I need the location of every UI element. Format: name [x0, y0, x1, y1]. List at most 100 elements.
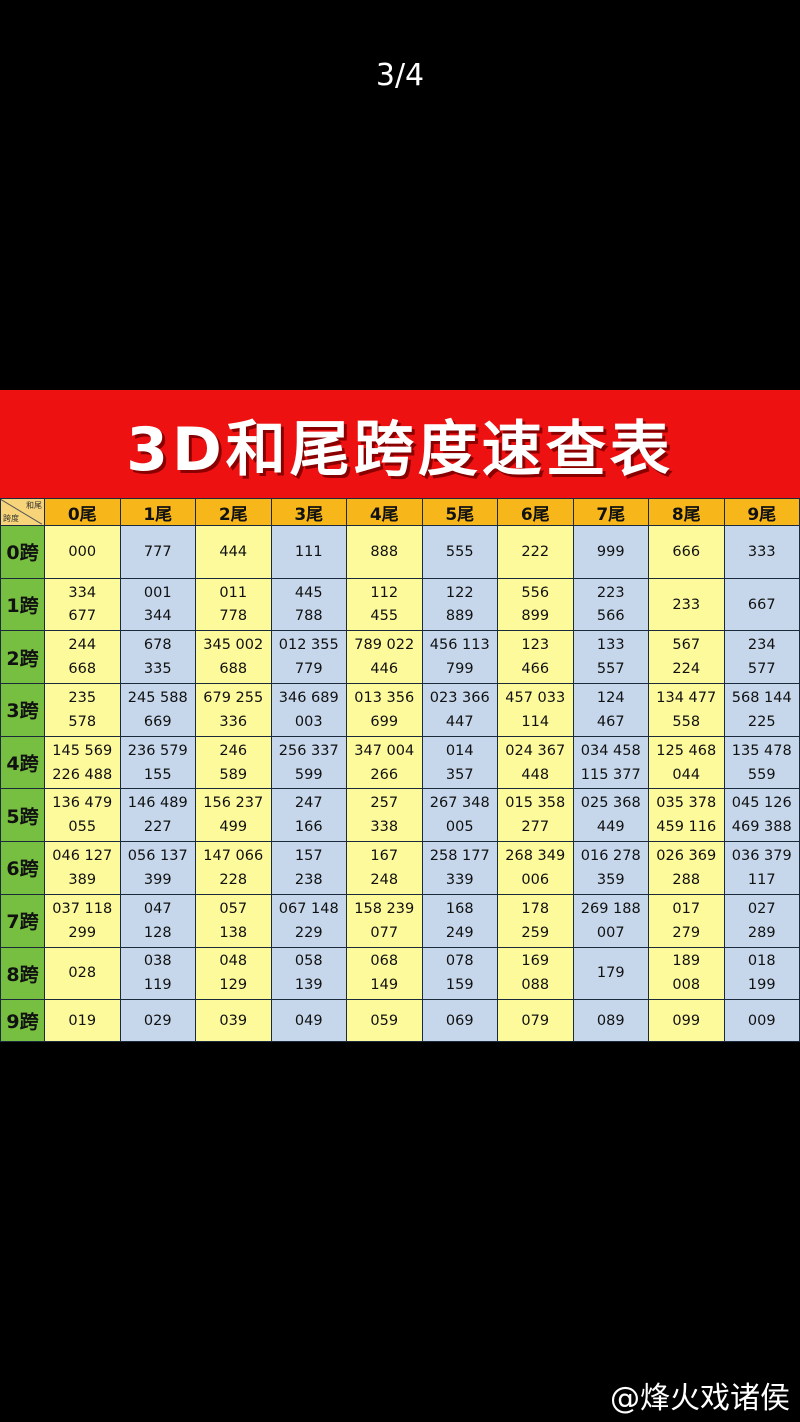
cell-line: 456 113 — [429, 637, 490, 654]
cell-line: 568 144 — [731, 689, 792, 706]
table-cell: 666 — [649, 526, 724, 578]
cell-line: 145 569 — [52, 742, 113, 759]
cell-line: 025 368 — [580, 795, 641, 812]
table-cell: 028 — [45, 947, 120, 1000]
cell-line: 279 — [672, 924, 701, 941]
cell-line: 044 — [672, 766, 701, 783]
cell-line: 167 — [370, 848, 399, 865]
cell-line: 122 — [445, 584, 474, 601]
column-header: 5尾 — [422, 499, 497, 525]
cell-line: 199 — [747, 977, 776, 994]
table-cell: 445 788 — [271, 578, 346, 631]
cell-line: 248 — [370, 871, 399, 888]
cell-line: 008 — [672, 977, 701, 994]
cell-line: 235 — [68, 689, 97, 706]
cell-line: 067 148 — [278, 900, 339, 917]
table-cell: 112 455 — [347, 578, 422, 631]
cell-line: 288 — [672, 871, 701, 888]
cell-line: 459 116 — [656, 819, 717, 836]
table-cell: 025 368 449 — [573, 789, 648, 842]
row-header: 1跨 — [1, 578, 44, 631]
cell-line: 224 — [672, 661, 701, 678]
cell-line: 117 — [747, 871, 776, 888]
table-cell: 011 778 — [196, 578, 271, 631]
cell-line: 079 — [521, 1012, 550, 1029]
row-header: 2跨 — [1, 631, 44, 684]
cell-line: 268 349 — [505, 848, 566, 865]
table-cell: 267 348 005 — [422, 789, 497, 842]
cell-line: 006 — [521, 871, 550, 888]
table-cell: 156 237 499 — [196, 789, 271, 842]
page-counter: 3/4 — [375, 58, 425, 93]
cell-line: 029 — [143, 1012, 172, 1029]
cell-line: 247 — [294, 795, 323, 812]
cell-line: 046 127 — [52, 848, 113, 865]
cell-line: 399 — [143, 871, 172, 888]
column-header: 4尾 — [347, 499, 422, 525]
cell-line: 057 — [219, 900, 248, 917]
table-cell: 345 002 688 — [196, 631, 271, 684]
column-header: 0尾 — [45, 499, 120, 525]
table-cell: 035 378 459 116 — [649, 789, 724, 842]
cell-line: 234 — [747, 637, 776, 654]
cell-line: 338 — [370, 819, 399, 836]
row-header: 4跨 — [1, 736, 44, 789]
cell-line: 077 — [370, 924, 399, 941]
column-header: 6尾 — [498, 499, 573, 525]
cell-line: 449 — [596, 819, 625, 836]
cell-line: 036 379 — [731, 848, 792, 865]
cell-line: 359 — [596, 871, 625, 888]
cell-line: 899 — [521, 608, 550, 625]
column-header: 3尾 — [271, 499, 346, 525]
cell-line: 257 — [370, 795, 399, 812]
cell-line: 357 — [445, 766, 474, 783]
cell-line: 779 — [294, 661, 323, 678]
table-cell: 555 — [422, 526, 497, 578]
table-cell: 049 — [271, 1000, 346, 1042]
cell-line: 155 — [143, 766, 172, 783]
cell-line: 169 — [521, 953, 550, 970]
cell-line: 059 — [370, 1012, 399, 1029]
cell-line: 246 — [219, 742, 248, 759]
cell-line: 133 — [596, 637, 625, 654]
cell-line: 128 — [143, 924, 172, 941]
cell-line: 229 — [294, 924, 323, 941]
cell-line: 269 188 — [580, 900, 641, 917]
cell-line: 023 366 — [429, 689, 490, 706]
table-cell: 029 — [120, 1000, 195, 1042]
cell-line: 078 — [445, 953, 474, 970]
cell-line: 267 348 — [429, 795, 490, 812]
cell-line: 134 477 — [656, 689, 717, 706]
cell-line: 014 — [445, 742, 474, 759]
cell-line: 336 — [219, 713, 248, 730]
cell-line: 226 488 — [52, 766, 113, 783]
table-cell: 026 369 288 — [649, 842, 724, 894]
table-cell: 235 578 — [45, 684, 120, 736]
cell-line: 138 — [219, 924, 248, 941]
table-cell: 147 066 228 — [196, 842, 271, 894]
cell-line: 688 — [219, 661, 248, 678]
cell-line: 666 — [672, 543, 701, 560]
cell-line: 559 — [747, 766, 776, 783]
cell-line: 446 — [370, 661, 399, 678]
cell-line: 048 — [219, 953, 248, 970]
cell-line: 058 — [294, 953, 323, 970]
title-banner: 3D和尾跨度速查表 — [0, 390, 800, 498]
cell-line: 024 367 — [505, 742, 566, 759]
table-cell: 246 589 — [196, 736, 271, 789]
cell-line: 016 278 — [580, 848, 641, 865]
table-cell: 059 — [347, 1000, 422, 1042]
corner-bottom-label: 跨度 — [3, 514, 19, 523]
table-cell: 333 — [724, 526, 799, 578]
cell-line: 677 — [68, 608, 97, 625]
table-cell: 122 889 — [422, 578, 497, 631]
table-cell: 236 579 155 — [120, 736, 195, 789]
cell-line: 339 — [445, 871, 474, 888]
cell-line: 189 — [672, 953, 701, 970]
cell-line: 135 478 — [731, 742, 792, 759]
table-cell: 189 008 — [649, 947, 724, 1000]
cell-line: 034 458 — [580, 742, 641, 759]
table-cell: 268 349 006 — [498, 842, 573, 894]
table-cell: 017 279 — [649, 894, 724, 947]
cell-line: 788 — [294, 608, 323, 625]
